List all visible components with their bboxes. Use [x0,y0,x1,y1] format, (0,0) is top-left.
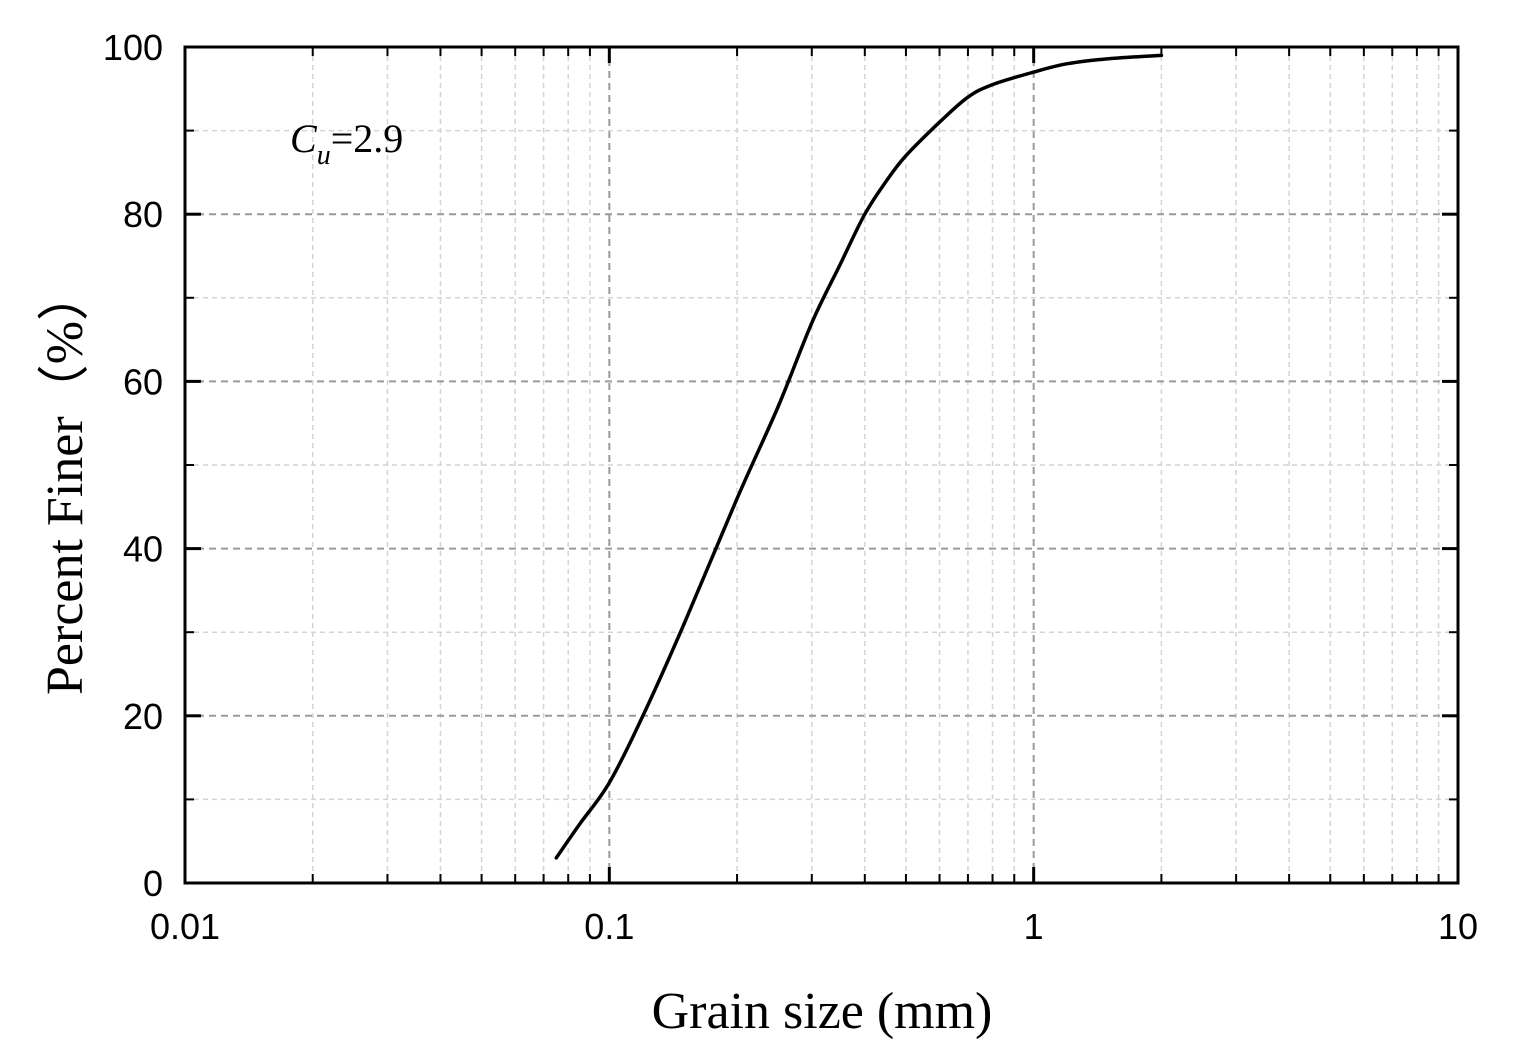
grid-lines [185,47,1458,883]
x-tick-label: 0.01 [150,906,220,947]
y-axis-title: Percent Finer（%） [37,269,94,695]
series-layer [554,53,1164,860]
plot-frame [183,45,1460,885]
y-tick-label: 20 [123,696,163,737]
series-line [554,53,1164,860]
cu-symbol: C [290,116,318,161]
x-tick-label: 10 [1438,906,1478,947]
y-tick-labels: 0 20 40 60 80 100 [103,27,163,904]
y-tick-label: 60 [123,361,163,402]
y-tick-label: 80 [123,194,163,235]
y-tick-label: 100 [103,27,163,68]
cu-subscript: u [317,140,331,171]
x-tick-labels: 0.01 0.1 1 10 [150,906,1478,947]
cu-value: =2.9 [331,116,404,161]
y-tick-label: 0 [143,863,163,904]
x-tick-label: 1 [1024,906,1044,947]
x-tick-label: 0.1 [584,906,634,947]
x-axis-title: Grain size (mm) [652,983,993,1040]
cu-annotation: Cu=2.9 [290,116,403,171]
y-tick-label: 40 [123,529,163,570]
